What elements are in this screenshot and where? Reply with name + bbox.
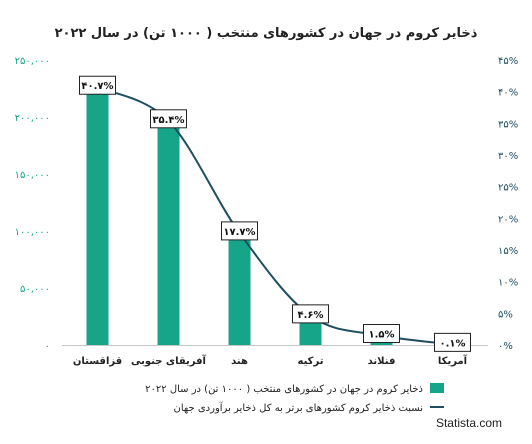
bar (228, 231, 251, 345)
right-tick-label: ۲۵% (498, 183, 518, 194)
data-label-text: ۴.۶% (297, 310, 323, 321)
right-tick-label: ۱۵% (498, 246, 518, 257)
category-label: هند (231, 356, 248, 367)
data-label: ۴۰.۷% (79, 75, 116, 95)
category-label: ترکیه (298, 356, 324, 367)
right-tick-label: ۳۵% (498, 119, 518, 130)
left-tick-label: ۱۵۰,۰۰۰ (15, 170, 50, 181)
line-series: ۴۰.۷% ۳۵.۴% ۱۷.۷% ۴.۶% ۱.۵% ۰.۱% (79, 75, 471, 352)
category-label: فنلاند (368, 356, 396, 367)
category-labels: قزاقستان آفریقای جنوبی هند ترکیه فنلاند آمریک… (73, 354, 468, 367)
data-label-box (79, 75, 116, 95)
chart-title: ذخایر کروم در جهان در کشورهای منتخب ( ۱۰… (55, 26, 478, 41)
right-tick-label: ۵% (498, 309, 513, 320)
legend: ذخایر کروم در جهان در کشورهای منتخب ( ۱۰… (145, 383, 444, 414)
left-tick-label: ۰ (45, 341, 50, 352)
data-label-text: ۱.۵% (368, 330, 394, 341)
right-tick-label: ۳۰% (498, 151, 518, 162)
right-tick-label: ۱۰% (498, 278, 518, 289)
legend-label-bars: ذخایر کروم در جهان در کشورهای منتخب ( ۱۰… (145, 384, 423, 395)
right-tick-label: ۲۰% (498, 214, 518, 225)
data-label-text: ۳۵.۴% (152, 115, 184, 126)
right-axis: ۰% ۵% ۱۰% ۱۵% ۲۰% ۲۵% ۳۰% ۳۵% ۴۰% ۴۵% (498, 56, 518, 352)
right-tick-label: ۴۰% (498, 88, 518, 99)
data-label: ۱.۵% (363, 324, 400, 343)
data-label-text: ۴۰.۷% (81, 81, 113, 92)
data-label: ۴.۶% (292, 304, 329, 324)
data-label-box (150, 109, 187, 129)
right-tick-label: ۰% (498, 341, 513, 352)
legend-swatch-bars (430, 383, 444, 393)
data-label-text: ۱۷.۷% (223, 227, 255, 238)
left-tick-label: ۱۰۰,۰۰۰ (15, 227, 50, 238)
category-label: قزاقستان (73, 356, 122, 367)
bar (157, 117, 180, 345)
right-tick-label: ۴۵% (498, 56, 518, 67)
bar (86, 82, 109, 346)
data-label-box (363, 324, 400, 343)
data-label-box (292, 304, 329, 324)
data-label-box (434, 332, 471, 352)
data-label-box (221, 221, 258, 241)
left-tick-label: ۲۰۰,۰۰۰ (15, 113, 50, 124)
left-tick-label: ۵۰,۰۰۰ (20, 284, 50, 295)
left-axis: ۰ ۵۰,۰۰۰ ۱۰۰,۰۰۰ ۱۵۰,۰۰۰ ۲۰۰,۰۰۰ ۲۵۰,۰۰۰ (15, 56, 50, 352)
data-label: ۰.۱% (434, 332, 471, 352)
data-label: ۱۷.۷% (221, 221, 258, 241)
legend-label-line: نسبت ذخایر کروم کشورهای برتر به کل ذخایر… (173, 401, 423, 414)
brand-label: Statista.com (436, 416, 502, 430)
bar-series (62, 82, 488, 346)
data-label: ۳۵.۴% (150, 109, 187, 129)
left-tick-label: ۲۵۰,۰۰۰ (15, 56, 50, 67)
category-label: آفریقای جنوبی (131, 354, 207, 367)
category-label: آمریکا (438, 354, 468, 367)
data-label-text: ۰.۱% (439, 338, 465, 349)
